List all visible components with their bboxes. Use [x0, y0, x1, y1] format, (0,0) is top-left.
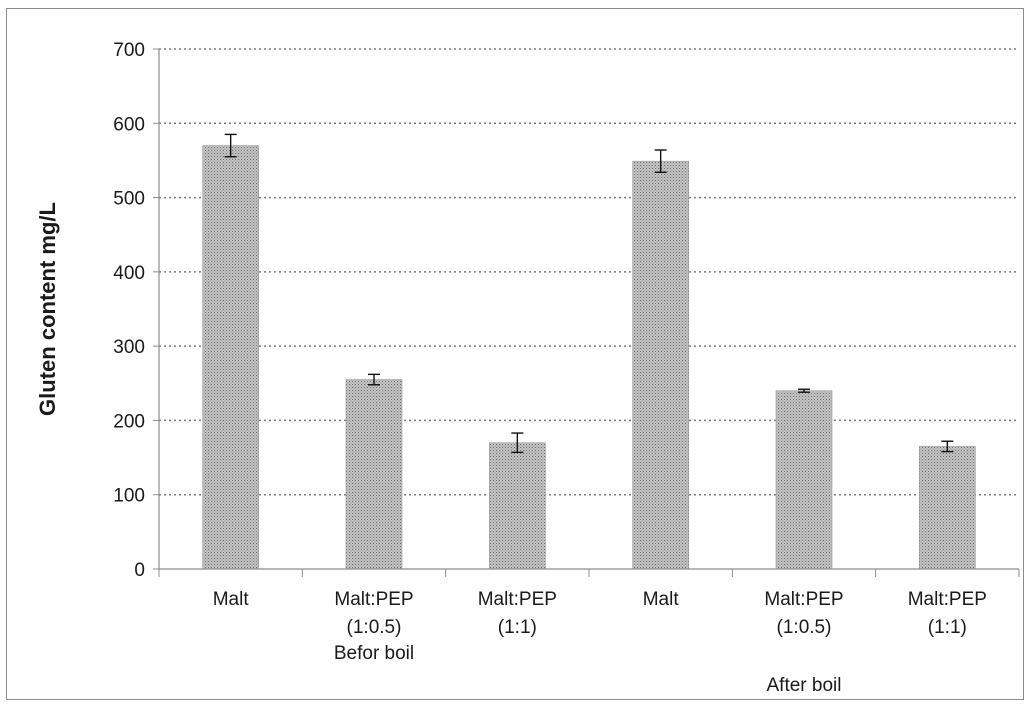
- x-tick-label-line2: (1:0.5): [347, 617, 402, 638]
- error-bars: [224, 133, 954, 454]
- group-label: Befor boil: [334, 643, 414, 664]
- x-tick-label-line2: (1:1): [498, 617, 537, 638]
- y-tick-label: 300: [113, 337, 145, 358]
- chart-frame: 0 100 200 300 400 500 600 700 Malt Malt:PEP (1:0.…: [6, 8, 1024, 700]
- y-tick-label: 0: [134, 560, 145, 581]
- bar: [489, 442, 546, 570]
- group-label: After boil: [767, 675, 842, 696]
- gridlines: [159, 48, 1019, 496]
- y-tick-label: 700: [113, 40, 145, 61]
- bar: [919, 446, 976, 570]
- bar: [202, 145, 259, 570]
- bar: [345, 379, 403, 570]
- y-axis-label: Gluten content mg/L: [35, 202, 60, 416]
- bars: [202, 145, 976, 570]
- y-tick-label: 200: [113, 411, 145, 432]
- y-tick-label: 500: [113, 189, 145, 210]
- x-tick-labels: Malt Malt:PEP (1:0.5) Malt:PEP (1:1) Malt Malt…: [213, 589, 987, 638]
- x-tick-label: Malt:PEP: [764, 589, 843, 610]
- y-tick-label: 100: [113, 486, 145, 507]
- bar: [632, 160, 689, 570]
- x-tick-label: Malt: [643, 589, 680, 610]
- x-tick-label: Malt:PEP: [478, 589, 557, 610]
- y-tick-label: 600: [113, 114, 145, 135]
- x-tick-label-line2: (1:0.5): [777, 617, 832, 638]
- y-tick-label: 400: [113, 263, 145, 284]
- x-tick-label-line2: (1:1): [928, 617, 967, 638]
- x-tick-label: Malt:PEP: [908, 589, 987, 610]
- axes: [153, 48, 1020, 577]
- bar-chart: 0 100 200 300 400 500 600 700 Malt Malt:PEP (1:0.…: [35, 40, 1020, 696]
- y-tick-labels: 0 100 200 300 400 500 600 700: [113, 40, 145, 581]
- group-labels: Befor boil After boil: [334, 643, 842, 696]
- x-tick-label: Malt: [213, 589, 250, 610]
- bar: [775, 390, 833, 570]
- x-tick-label: Malt:PEP: [334, 589, 413, 610]
